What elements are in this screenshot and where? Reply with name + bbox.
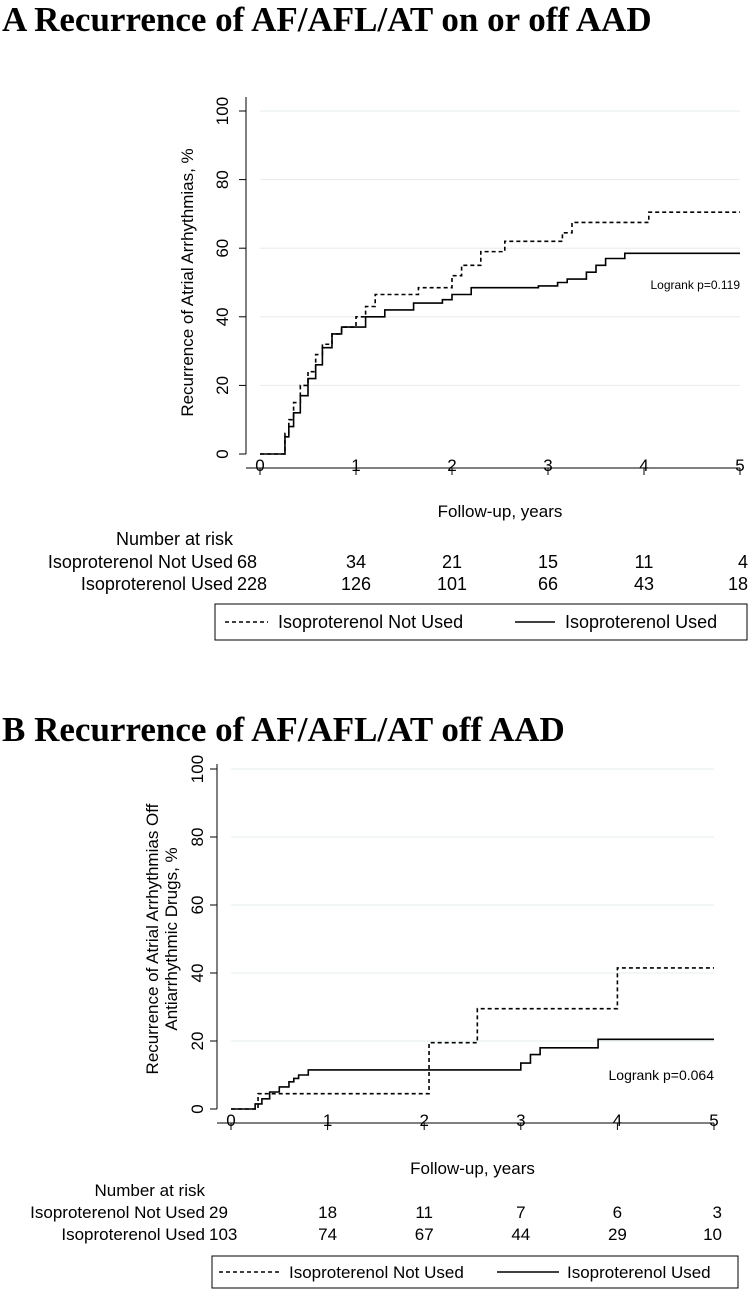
chart-b-risk-header: Number at risk <box>94 1181 205 1200</box>
chart-a-x-tick-label: 4 <box>639 456 648 475</box>
chart-b-y-tick-label: 20 <box>188 1032 207 1051</box>
chart-b-risk-value: 7 <box>516 1203 525 1222</box>
chart-a-risk-value: 18 <box>728 574 748 594</box>
chart-b-risk-row-label: Isoproterenol Not Used <box>30 1203 205 1222</box>
chart-b-y-tick-label: 60 <box>188 896 207 915</box>
chart-b-legend-box <box>211 1255 739 1289</box>
chart-b-y-tick-label: 40 <box>188 964 207 983</box>
chart-a-risk-value: 68 <box>237 552 257 572</box>
chart-b-risk-value: 67 <box>415 1225 434 1244</box>
chart-a-x-axis-title: Follow-up, years <box>438 502 563 521</box>
chart-a-x-tick-label: 5 <box>735 456 744 475</box>
chart-b-y-tick-label: 0 <box>188 1104 207 1113</box>
chart-b-x-axis-title: Follow-up, years <box>410 1159 535 1178</box>
chart-b-risk-value: 29 <box>209 1203 228 1222</box>
chart-a-risk-value: 11 <box>635 552 654 572</box>
chart-b-series-used-line <box>231 1038 714 1110</box>
chart-b-x-tick-label: 0 <box>226 1111 235 1130</box>
chart-a-y-tick-label: 80 <box>213 170 232 189</box>
chart-a-risk-header: Number at risk <box>116 529 234 549</box>
chart-a-y-tick-label: 20 <box>213 376 232 395</box>
chart-a-risk-value: 126 <box>341 574 371 594</box>
chart-a-y-tick-label: 40 <box>213 307 232 326</box>
chart-a-x-tick-label: 2 <box>447 456 456 475</box>
chart-a-y-axis-title: Recurrence of Atrial Arrhythmias, % <box>178 148 197 416</box>
chart-a-risk-value: 21 <box>442 552 462 572</box>
chart-b-series-not-used-line <box>231 967 714 1110</box>
chart-b-risk-value: 11 <box>415 1203 433 1222</box>
chart-a-risk-value: 66 <box>538 574 558 594</box>
chart-b-legend-label: Isoproterenol Used <box>567 1263 711 1282</box>
chart-a-x-tick-label: 3 <box>543 456 552 475</box>
chart-a-risk-value: 15 <box>538 552 558 572</box>
chart-b-logrank-annotation: Logrank p=0.064 <box>609 1067 715 1083</box>
chart-a-y-tick-label: 100 <box>213 97 232 125</box>
chart-a-series-used-line <box>260 252 740 455</box>
chart-b-risk-row-label: Isoproterenol Used <box>61 1225 205 1244</box>
chart-a-risk-row-label: Isoproterenol Used <box>81 574 233 594</box>
chart-b-risk-value: 3 <box>713 1203 722 1222</box>
chart-a-x-tick-label: 1 <box>351 456 360 475</box>
chart-b-x-tick-label: 5 <box>709 1111 718 1130</box>
chart-a-risk-value: 228 <box>237 574 267 594</box>
chart-b-x-tick-label: 3 <box>516 1111 525 1130</box>
chart-a-risk-value: 4 <box>738 552 748 572</box>
chart-a-y-tick-label: 0 <box>213 449 232 458</box>
chart-a-risk-value: 101 <box>437 574 467 594</box>
chart-b-risk-value: 18 <box>318 1203 337 1222</box>
chart-a-logrank-annotation: Logrank p=0.119 <box>650 278 740 292</box>
chart-b-risk-value: 103 <box>209 1225 237 1244</box>
chart-b-x-tick-label: 1 <box>323 1111 332 1130</box>
chart-b-legend-label: Isoproterenol Not Used <box>289 1263 464 1282</box>
chart-a-risk-value: 43 <box>634 574 654 594</box>
chart-b-risk-value: 74 <box>318 1225 337 1244</box>
chart-b-risk-value: 44 <box>511 1225 530 1244</box>
chart-a-legend-label: Isoproterenol Not Used <box>278 612 463 632</box>
panel-b-title: B Recurrence of AF/AFL/AT off AAD <box>2 710 565 749</box>
chart-a-y-tick-label: 60 <box>213 239 232 258</box>
chart-b-x-tick-label: 4 <box>613 1111 622 1130</box>
chart-b-y-tick-label: 100 <box>188 755 207 783</box>
chart-b-y-axis-title: Recurrence of Atrial Arrhythmias Off <box>143 803 162 1074</box>
chart-b-y-axis-title: Antiarrhythmic Drugs, % <box>162 847 181 1030</box>
chart-b-y-tick-label: 80 <box>188 828 207 847</box>
chart-a-legend-label: Isoproterenol Used <box>565 612 717 632</box>
panel-a-title: A Recurrence of AF/AFL/AT on or off AAD <box>2 0 652 39</box>
chart-b-x-tick-label: 2 <box>419 1111 428 1130</box>
chart-a-risk-value: 34 <box>346 552 366 572</box>
chart-a-x-tick-label: 0 <box>255 456 264 475</box>
chart-b-risk-value: 10 <box>703 1225 722 1244</box>
chart-a-legend-box <box>214 603 748 641</box>
chart-a-risk-row-label: Isoproterenol Not Used <box>48 552 233 572</box>
chart-b-risk-value: 6 <box>613 1203 622 1222</box>
chart-b-risk-value: 29 <box>608 1225 627 1244</box>
